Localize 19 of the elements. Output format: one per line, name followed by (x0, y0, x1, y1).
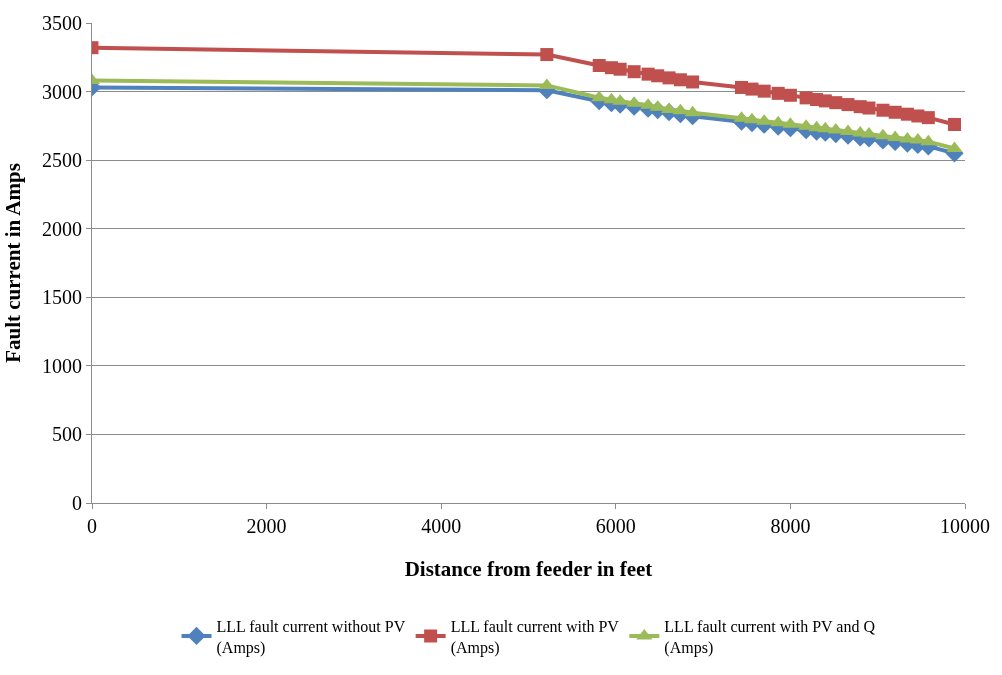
y-axis-title: Fault current in Amps (1, 163, 26, 363)
x-tick-label: 10000 (940, 515, 990, 537)
legend-label: LLL fault current without PV (Amps) (216, 617, 406, 657)
y-tick-label: 500 (52, 423, 82, 446)
x-axis-title: Distance from feeder in feet (404, 557, 653, 582)
y-tick-label: 1500 (42, 286, 82, 309)
x-tick-label: 6000 (595, 515, 636, 537)
y-tick-label: 0 (72, 492, 82, 514)
y-tick-label: 1000 (42, 354, 82, 377)
y-tick-label: 3000 (42, 80, 82, 103)
y-tick-label: 2500 (42, 149, 82, 172)
y-tick-label: 2000 (42, 217, 82, 240)
legend-label: LLL fault current with PV and Q (Amps) (664, 617, 876, 657)
x-tick-label: 2000 (246, 515, 287, 537)
y-tick-label: 3500 (42, 12, 82, 34)
x-tick-label: 8000 (770, 515, 811, 537)
legend-label: LLL fault current with PV (Amps) (450, 617, 620, 657)
x-tick-label: 4000 (421, 515, 462, 537)
x-tick-label: 0 (87, 515, 97, 537)
